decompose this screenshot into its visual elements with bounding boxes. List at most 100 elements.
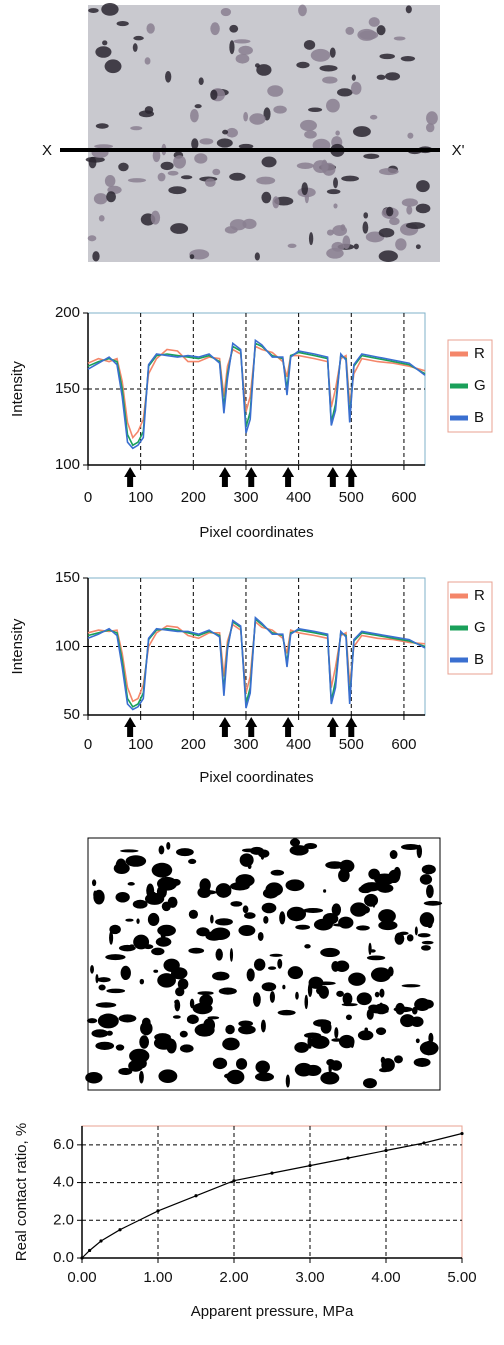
binary-spot	[295, 924, 311, 930]
binary-spot	[215, 948, 223, 961]
photo-spot	[150, 210, 161, 225]
photo-spot	[376, 74, 386, 80]
binary-spot	[303, 1032, 322, 1039]
binary-spot	[158, 845, 165, 855]
binary-spot	[331, 1038, 342, 1042]
binary-spot	[356, 992, 372, 1006]
photo-spot	[308, 107, 323, 112]
point	[270, 1171, 274, 1175]
arrow	[282, 467, 295, 487]
photo-spot	[229, 24, 239, 33]
photo-spot	[249, 113, 266, 125]
x-tick-label: 4.00	[371, 1269, 400, 1286]
legend-label: R	[474, 587, 485, 604]
binary-spot	[277, 958, 283, 969]
binary-spot	[368, 942, 372, 955]
photo-spot	[395, 238, 407, 251]
binary-spot	[387, 966, 394, 977]
binary-spot	[400, 1014, 415, 1028]
binary-spot	[136, 918, 140, 924]
photo-spot	[378, 228, 395, 238]
arrow	[124, 467, 137, 487]
binary-spot	[310, 1035, 330, 1049]
binary-spot	[226, 1069, 245, 1085]
photo-spot	[152, 149, 161, 163]
photo-spot	[303, 39, 316, 50]
binary-spot	[189, 998, 195, 1009]
binary-spot	[147, 912, 160, 926]
point	[422, 1141, 426, 1145]
photo-spot	[222, 129, 229, 135]
binary-spot	[105, 954, 126, 961]
binary-spot	[91, 879, 97, 887]
photo-spot	[353, 243, 359, 250]
photo-spot	[359, 30, 379, 40]
binary-spot	[421, 940, 434, 945]
photo-spot	[385, 72, 401, 81]
binary-spot	[360, 883, 382, 892]
photo-spot	[393, 36, 406, 41]
photo-spot	[95, 46, 112, 58]
binary-spot	[118, 1014, 137, 1023]
x-tick-label: 200	[181, 736, 206, 753]
binary-spot	[425, 1040, 432, 1056]
binary-spot	[370, 967, 391, 983]
point	[308, 1164, 312, 1168]
binary-spot	[196, 927, 210, 937]
binary-spot	[225, 1024, 235, 1035]
point	[88, 1248, 92, 1253]
photo-spot	[238, 143, 254, 149]
binary-spot	[270, 869, 285, 876]
binary-spot	[320, 1071, 340, 1085]
binary-spot	[254, 1072, 275, 1082]
point	[346, 1156, 350, 1160]
photo-spot	[376, 25, 386, 36]
photo-spot	[267, 85, 284, 97]
x-tick-label: 600	[391, 736, 416, 753]
binary-spot	[341, 1003, 358, 1007]
binary-spot	[417, 933, 431, 938]
binary-spot	[338, 916, 354, 929]
photo-spot	[229, 219, 247, 231]
y-tick-label: 200	[55, 304, 80, 321]
x-tick-label: 400	[286, 736, 311, 753]
binary-spot	[155, 937, 172, 947]
photo-spot	[146, 23, 155, 34]
binary-spot	[378, 909, 396, 924]
binary-spot	[177, 978, 189, 990]
binary-spot	[401, 984, 421, 988]
point	[80, 1256, 84, 1260]
plot-frame	[81, 1125, 463, 1259]
binary-spot	[157, 876, 178, 891]
point	[156, 1209, 160, 1213]
binary-spot	[428, 1032, 434, 1044]
photo-spot	[351, 74, 356, 81]
photo-spot	[132, 43, 138, 52]
x-tick-label: 100	[128, 489, 153, 506]
photo-spot	[204, 178, 216, 187]
binary-spot	[372, 897, 376, 908]
binary-spot	[154, 1033, 171, 1042]
binary-spot	[95, 974, 99, 984]
binary-spot	[153, 969, 159, 973]
photo-spot	[363, 212, 369, 219]
photo-spot	[138, 110, 155, 118]
binary-spot	[304, 842, 318, 850]
binary-spot	[263, 915, 269, 924]
binary-spot	[157, 973, 176, 988]
binary-spot	[176, 848, 194, 857]
binary-spot	[413, 1057, 431, 1067]
binary-spot	[308, 976, 324, 989]
binary-spot	[379, 988, 385, 998]
binary-spot	[229, 948, 234, 962]
binary-spot	[170, 967, 188, 980]
photo-spot	[386, 206, 394, 217]
binary-spot	[414, 926, 418, 936]
photo-spot	[194, 104, 202, 109]
binary-spot	[419, 912, 435, 927]
photo-spot	[304, 130, 317, 139]
binary-spot	[95, 1002, 117, 1008]
photo-spot	[351, 81, 362, 95]
binary-spot	[287, 966, 304, 980]
y-tick-label: 0.0	[53, 1249, 74, 1266]
